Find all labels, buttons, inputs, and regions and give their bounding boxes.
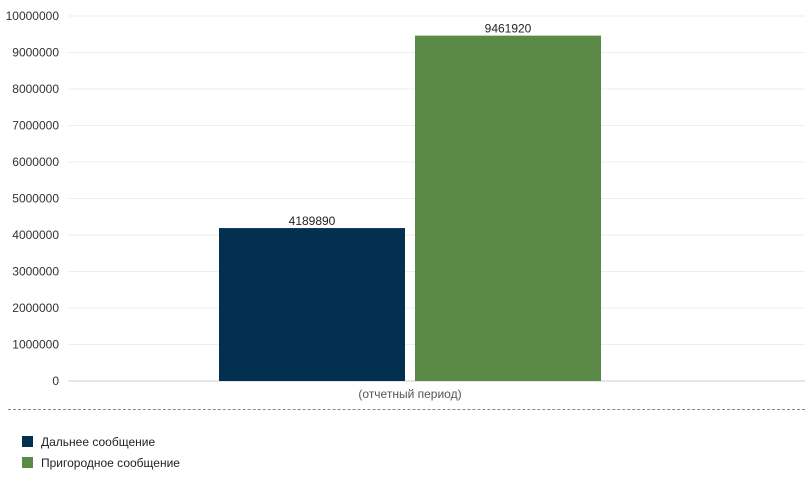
legend-separator (8, 409, 805, 410)
bar-value-label: 4189890 (289, 214, 336, 228)
data-labels: 4189890 9461920 (289, 22, 532, 228)
bars (219, 35, 601, 381)
legend-item-long-distance[interactable]: Дальнее сообщение (22, 431, 180, 452)
y-tick-label: 9000000 (12, 46, 59, 60)
y-tick-label: 7000000 (12, 119, 59, 133)
legend-swatch-long-distance (22, 436, 33, 447)
y-tick-label: 10000000 (6, 9, 60, 23)
bar-1[interactable] (415, 35, 601, 381)
y-tick-label: 6000000 (12, 155, 59, 169)
bar-0[interactable] (219, 228, 405, 381)
bar-value-label: 9461920 (485, 22, 532, 36)
y-tick-label: 3000000 (12, 265, 59, 279)
y-tick-label: 5000000 (12, 192, 59, 206)
legend-swatch-suburban (22, 457, 33, 468)
bar-chart: 0 1000000 2000000 3000000 4000000 5000000 6000… (6, 9, 805, 401)
y-tick-label: 1000000 (12, 338, 59, 352)
y-tick-label: 0 (52, 374, 59, 388)
legend: Дальнее сообщение Пригородное сообщение (22, 431, 180, 473)
legend-label-long-distance: Дальнее сообщение (41, 434, 156, 449)
y-tick-label: 4000000 (12, 228, 59, 242)
legend-label-suburban: Пригородное сообщение (41, 455, 180, 470)
y-axis-ticks: 0 1000000 2000000 3000000 4000000 5000000 6000… (6, 9, 60, 388)
y-tick-label: 2000000 (12, 301, 59, 315)
y-tick-label: 8000000 (12, 82, 59, 96)
x-category-label: (отчетный период) (358, 387, 461, 401)
legend-item-suburban[interactable]: Пригородное сообщение (22, 452, 180, 473)
